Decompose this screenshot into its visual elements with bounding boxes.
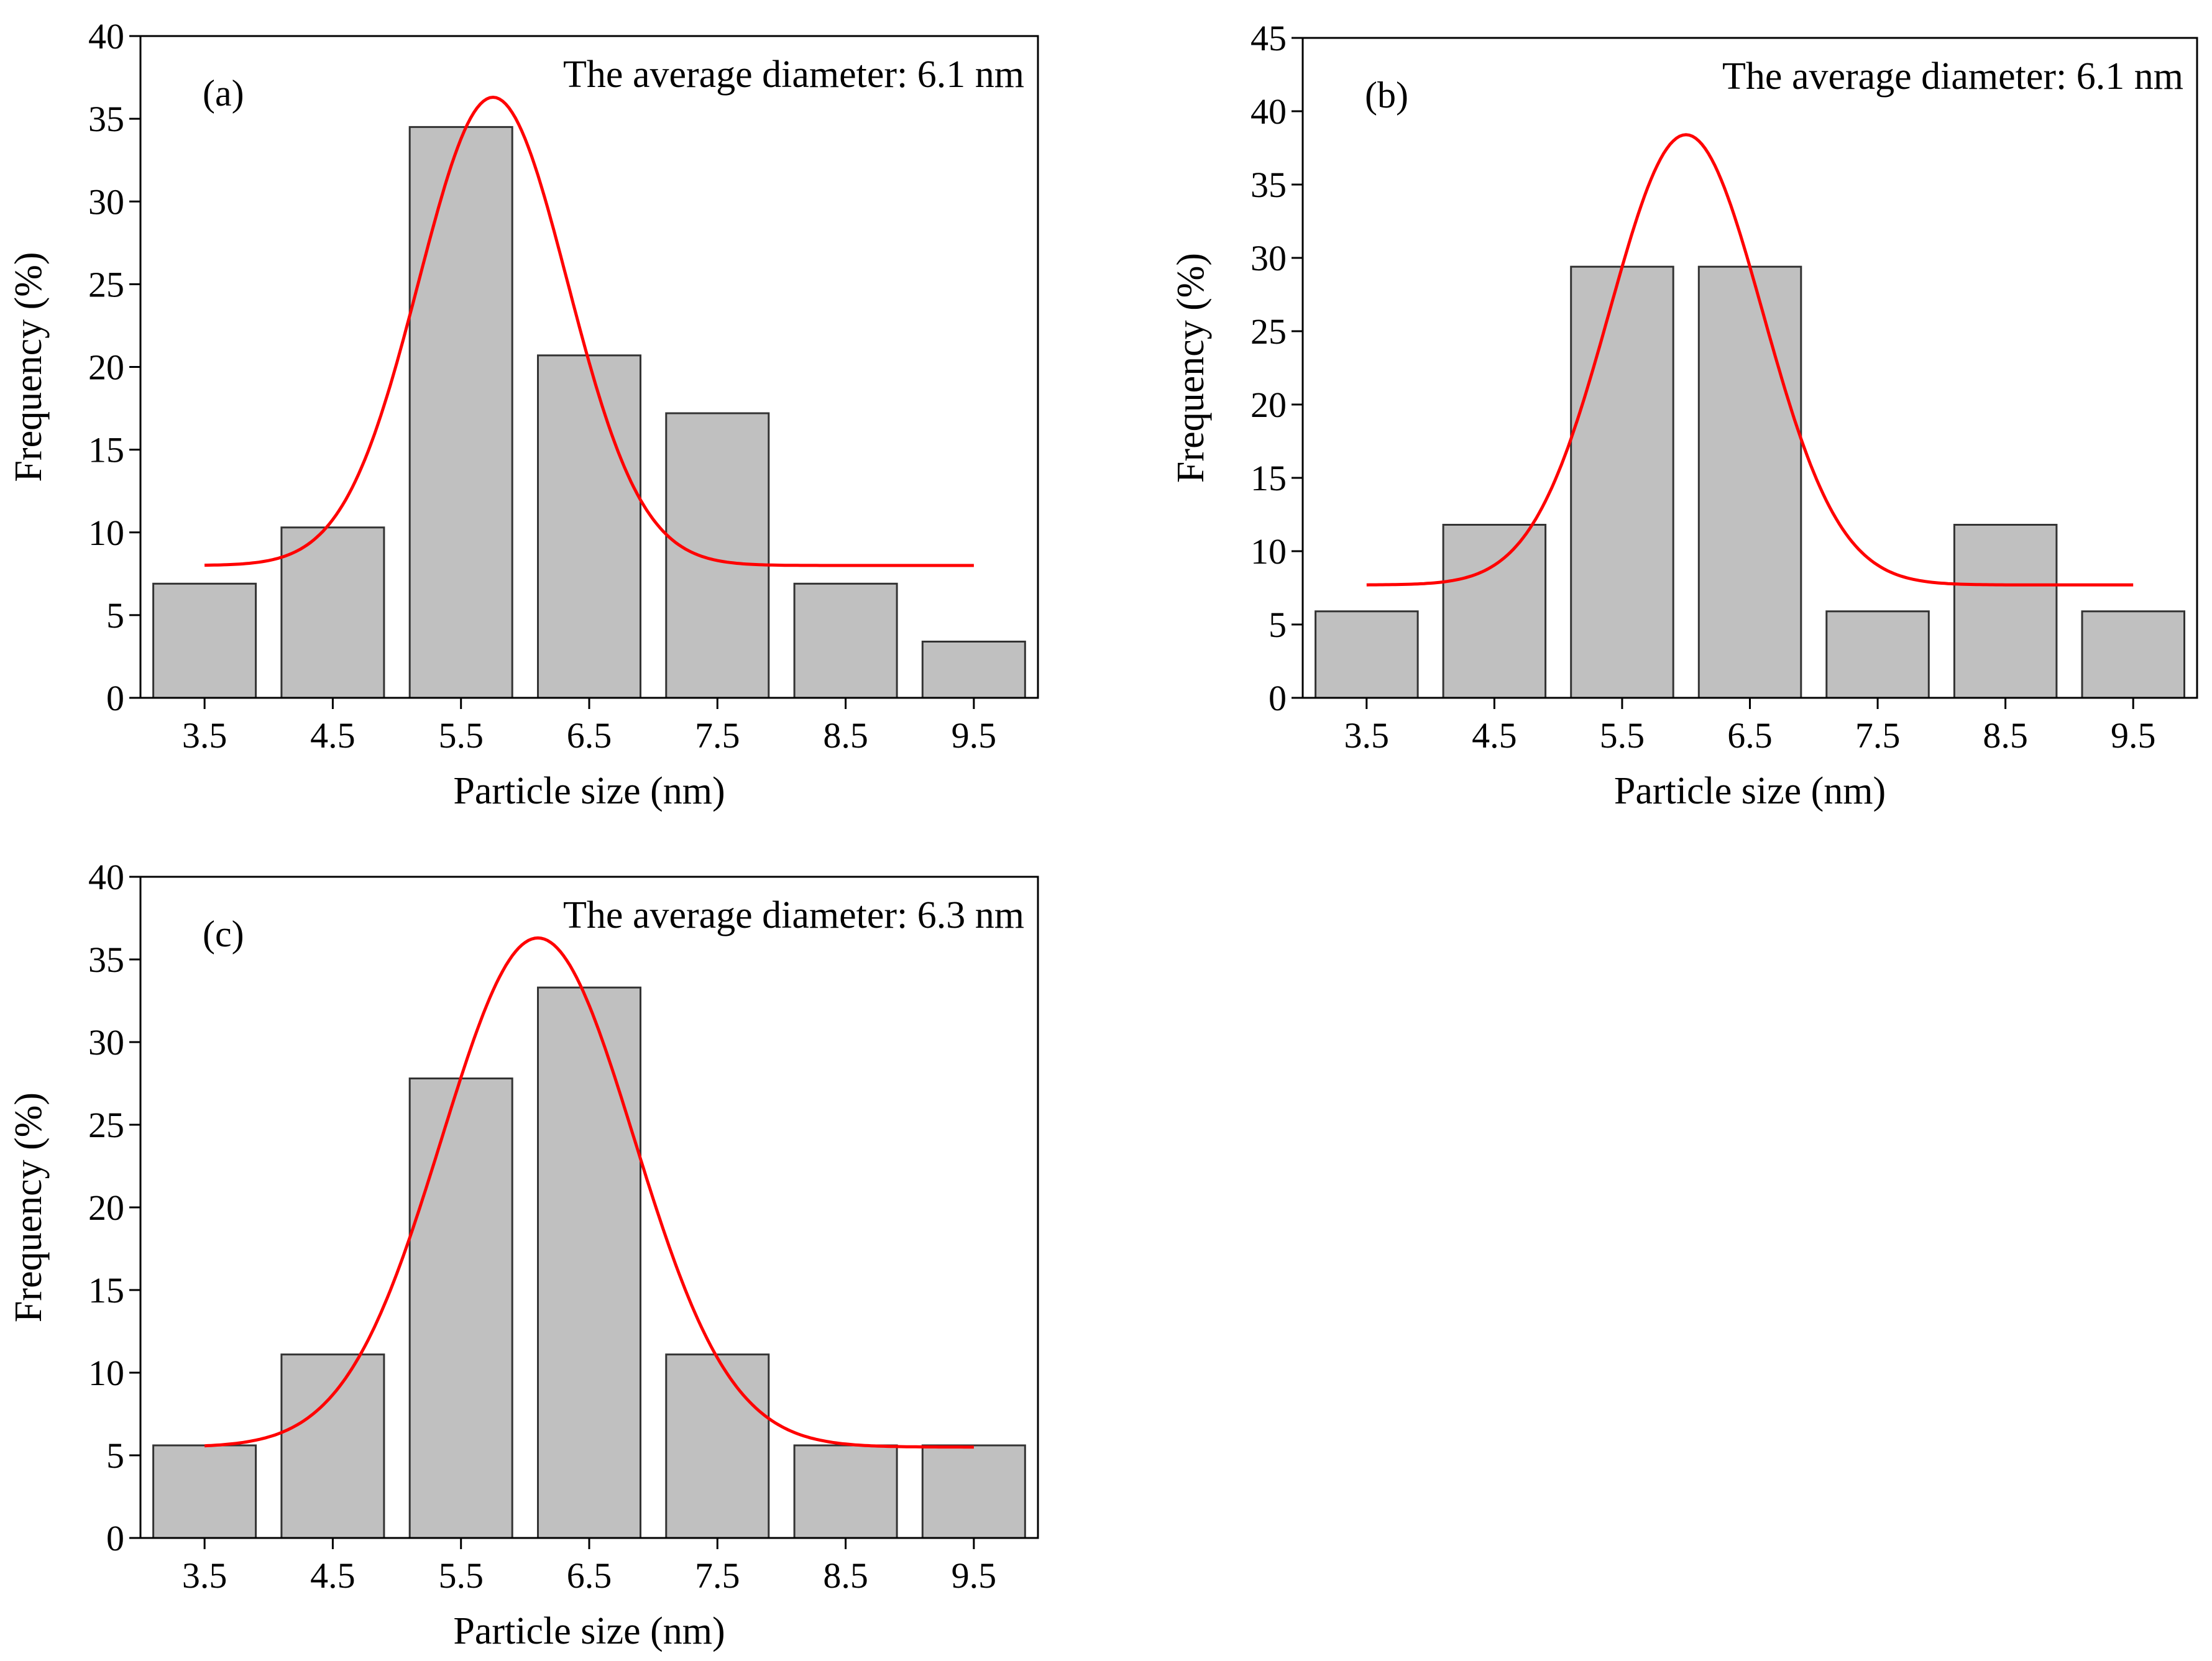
- x-tick-label: 6.5: [1727, 715, 1773, 756]
- y-tick-label: 45: [1251, 18, 1287, 58]
- x-tick-label: 5.5: [438, 1555, 484, 1596]
- histogram-bar: [1953, 524, 2058, 699]
- y-tick-label: 30: [88, 181, 124, 222]
- y-tick-label: 20: [88, 1187, 124, 1228]
- y-tick-label: 10: [88, 1353, 124, 1393]
- x-tick-label: 8.5: [1983, 715, 2028, 756]
- histogram-bar: [793, 582, 898, 699]
- y-tick-label: 25: [1251, 311, 1287, 352]
- average-diameter-annotation: The average diameter: 6.1 nm: [1722, 55, 2183, 98]
- gaussian-fit-line: [204, 936, 974, 1449]
- y-tick-label: 15: [1251, 458, 1287, 498]
- y-tick-label: 35: [88, 940, 124, 980]
- x-tick-label: 9.5: [952, 715, 997, 756]
- y-tick-label: 25: [88, 1105, 124, 1145]
- x-tick-label: 5.5: [1600, 715, 1645, 756]
- x-axis-title: Particle size (nm): [453, 770, 725, 812]
- histogram-bar: [2081, 610, 2185, 699]
- histogram-bar: [152, 582, 257, 699]
- x-tick-label: 3.5: [182, 1555, 227, 1596]
- y-axis-title: Frequency (%): [7, 252, 50, 482]
- histogram-bar: [408, 1078, 513, 1539]
- y-tick-label: 20: [88, 347, 124, 388]
- y-tick-label: 40: [1251, 91, 1287, 132]
- x-axis-title: Particle size (nm): [1614, 770, 1886, 812]
- x-tick-label: 4.5: [1472, 715, 1517, 756]
- x-tick-label: 5.5: [438, 715, 484, 756]
- y-tick-label: 30: [1251, 238, 1287, 278]
- histogram-bar: [1825, 610, 1930, 699]
- y-tick-label: 5: [106, 1435, 124, 1476]
- histogram-bar: [280, 526, 385, 699]
- chart-panel: 0 5 10 15 20 25 30 35 40 3.5 4.5 5.5 6.5 7.5 8.5 9.5 Par…: [7, 16, 1039, 812]
- histogram-bar: [537, 354, 641, 699]
- y-axis-title: Frequency (%): [7, 1092, 50, 1322]
- y-tick-label: 40: [88, 857, 124, 897]
- y-tick-label: 35: [88, 99, 124, 139]
- y-tick-label: 10: [88, 513, 124, 553]
- x-tick-label: 7.5: [695, 715, 740, 756]
- x-tick-label: 6.5: [567, 1555, 612, 1596]
- y-tick-label: 40: [88, 16, 124, 57]
- average-diameter-annotation: The average diameter: 6.3 nm: [563, 894, 1024, 936]
- histogram-bar: [280, 1353, 385, 1539]
- y-tick-label: 5: [1269, 605, 1287, 645]
- x-axis-title: Particle size (nm): [453, 1610, 725, 1652]
- y-tick-label: 15: [88, 430, 124, 470]
- y-tick-label: 35: [1251, 165, 1287, 205]
- y-tick-label: 0: [1269, 678, 1287, 718]
- gaussian-fit-line: [204, 95, 974, 567]
- y-tick-label: 0: [106, 1518, 124, 1558]
- average-diameter-annotation: The average diameter: 6.1 nm: [563, 53, 1024, 96]
- x-tick-label: 7.5: [695, 1555, 740, 1596]
- y-axis-title: Frequency (%): [1170, 253, 1212, 483]
- x-tick-label: 9.5: [952, 1555, 997, 1596]
- histogram-bar: [921, 641, 1026, 699]
- gaussian-fit-line: [1366, 133, 2134, 587]
- y-tick-label: 10: [1251, 531, 1287, 572]
- y-tick-label: 0: [106, 678, 124, 718]
- histogram-bar: [665, 412, 770, 699]
- x-tick-label: 7.5: [1855, 715, 1901, 756]
- chart-panel: 0 5 10 15 20 25 30 35 40 3.5 4.5 5.5 6.5 7.5 8.5 9.5 Par…: [7, 857, 1039, 1652]
- x-tick-label: 6.5: [567, 715, 612, 756]
- y-tick-label: 15: [88, 1270, 124, 1311]
- panel-label: (c): [203, 913, 244, 954]
- histogram-bar: [408, 126, 513, 699]
- x-tick-label: 8.5: [823, 715, 868, 756]
- histogram-bar: [665, 1353, 770, 1539]
- chart-panel: 0 5 10 15 20 25 30 35 40 45 3.5 4.5 5.5 6.5 7.5 8.5 9.5 P…: [1170, 18, 2198, 812]
- y-tick-label: 20: [1251, 385, 1287, 425]
- x-tick-label: 8.5: [823, 1555, 868, 1596]
- histogram-bar: [793, 1444, 898, 1539]
- y-tick-label: 30: [88, 1022, 124, 1063]
- panel-label: (a): [203, 73, 244, 114]
- histogram-bar: [921, 1444, 1026, 1539]
- y-tick-label: 25: [88, 264, 124, 304]
- x-tick-label: 4.5: [310, 1555, 356, 1596]
- histogram-bar: [1697, 265, 1802, 699]
- histogram-bar: [1570, 265, 1674, 699]
- x-tick-label: 4.5: [310, 715, 356, 756]
- x-tick-label: 3.5: [182, 715, 227, 756]
- histogram-bar: [1315, 610, 1419, 699]
- x-tick-label: 3.5: [1344, 715, 1390, 756]
- x-tick-label: 9.5: [2111, 715, 2156, 756]
- histogram-bar: [152, 1444, 257, 1539]
- y-tick-label: 5: [106, 595, 124, 636]
- panel-label: (b): [1365, 75, 1408, 116]
- histogram-bar: [1442, 524, 1547, 699]
- histogram-bar: [537, 986, 641, 1539]
